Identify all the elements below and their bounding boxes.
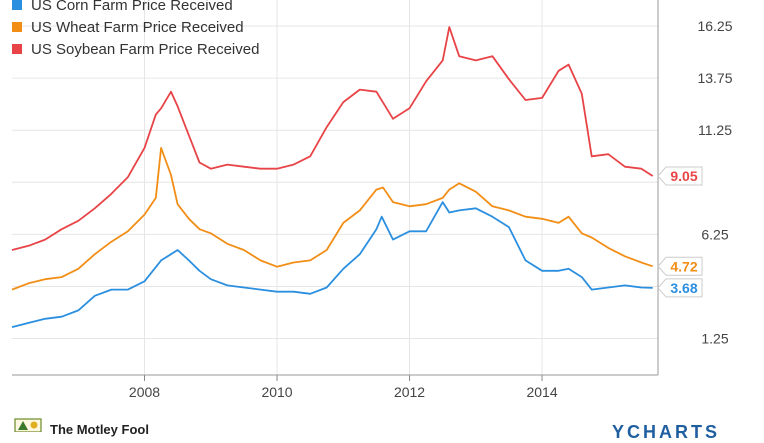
y-tick-label: 6.25 [701,226,728,242]
y-tick-label: 11.25 [698,122,732,138]
series-lines [11,26,654,328]
end-label-corn: 3.68 [657,278,703,298]
end-label-soybean: 9.05 [657,166,703,186]
series-line-soybean [11,26,654,251]
legend-swatch-corn [12,0,22,10]
end-value-labels: 3.68 4.72 9.05 [657,166,703,298]
x-tick-label: 2014 [526,384,557,400]
y-tick-label: 1.25 [701,331,728,347]
motley-fool-logo-icon [14,418,42,432]
end-label-wheat: 4.72 [657,256,703,276]
legend-item-soybean: US Soybean Farm Price Received [12,38,259,60]
end-label-text-soybean: 9.05 [670,168,697,184]
end-label-box-wheat [657,256,703,276]
legend-swatch-wheat [12,22,22,32]
end-label-text-wheat: 4.72 [670,258,697,274]
legend-item-corn: US Corn Farm Price Received [12,0,259,16]
x-tick-label: 2008 [129,384,160,400]
x-tick-label: 2012 [394,384,425,400]
end-label-box-soybean [657,166,703,186]
y-tick-label: 13.75 [697,70,732,86]
end-label-text-corn: 3.68 [670,280,697,296]
legend-label-soybean: US Soybean Farm Price Received [31,40,260,58]
series-line-wheat [11,146,653,291]
legend-swatch-soybean [12,44,22,54]
grid-lines [12,0,658,375]
y-tick-label: 16.25 [697,18,732,34]
axes: 1.25 6.25 11.25 13.75 16.25 2008 2010 2012 2014 [12,0,733,400]
end-label-box-corn [657,278,703,298]
legend-label-corn: US Corn Farm Price Received [31,0,233,14]
chart-footer: The Motley Fool YCHARTS [0,416,764,442]
legend-item-wheat: US Wheat Farm Price Received [12,16,259,38]
legend: US Corn Farm Price Received US Wheat Far… [12,0,259,60]
series-line-corn [11,201,653,328]
legend-label-wheat: US Wheat Farm Price Received [31,18,244,36]
x-tick-label: 2010 [261,384,292,400]
motley-fool-brand: The Motley Fool [50,422,149,437]
ycharts-brand: YCHARTS [612,422,721,442]
